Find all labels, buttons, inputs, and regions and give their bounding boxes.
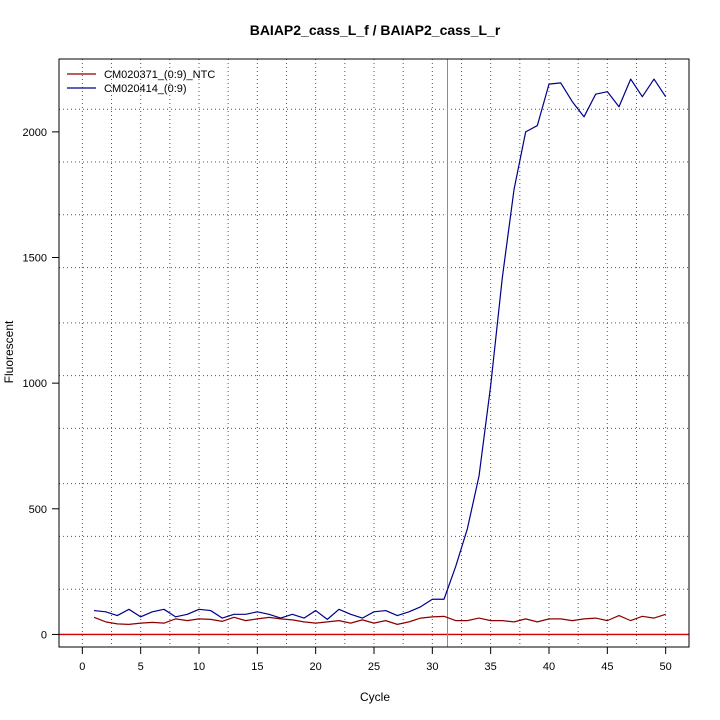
- legend-label-ntc: CM020371_(0:9)_NTC: [104, 69, 215, 81]
- x-tick-label: 40: [543, 661, 555, 673]
- series-line-sample: [93, 78, 667, 620]
- x-axis-label: Cycle: [360, 690, 390, 704]
- x-tick-label: 25: [368, 661, 380, 673]
- series-line-ntc: [93, 613, 666, 625]
- x-tick-label: 20: [310, 661, 322, 673]
- series-lines: [93, 78, 667, 625]
- x-tick-label: 15: [251, 661, 263, 673]
- x-tick-label: 45: [601, 661, 613, 673]
- legend-label-sample: CM020414_(0:9): [104, 83, 187, 95]
- y-tick-label: 500: [29, 504, 47, 516]
- x-tick-label: 30: [426, 661, 438, 673]
- y-tick-label: 2000: [23, 127, 47, 139]
- x-tick-label: 35: [485, 661, 497, 673]
- y-tick-label: 1500: [23, 253, 47, 265]
- y-tick-label: 0: [41, 629, 47, 641]
- x-axis: 0 5 10 15 20 25 30 35 40 45 50: [79, 646, 672, 673]
- x-tick-label: 10: [193, 661, 205, 673]
- chart-title: BAIAP2_cass_L_f / BAIAP2_cass_L_r: [250, 22, 501, 38]
- x-tick-label: 0: [79, 661, 85, 673]
- y-axis-label: Fluorescent: [2, 320, 16, 383]
- y-tick-label: 1000: [23, 378, 47, 390]
- x-tick-label: 5: [138, 661, 144, 673]
- legend: CM020371_(0:9)_NTC CM020414_(0:9): [67, 69, 215, 95]
- y-axis: 0 500 1000 1500 2000: [23, 127, 60, 641]
- x-tick-label: 50: [660, 661, 672, 673]
- grid-lines: [59, 59, 689, 647]
